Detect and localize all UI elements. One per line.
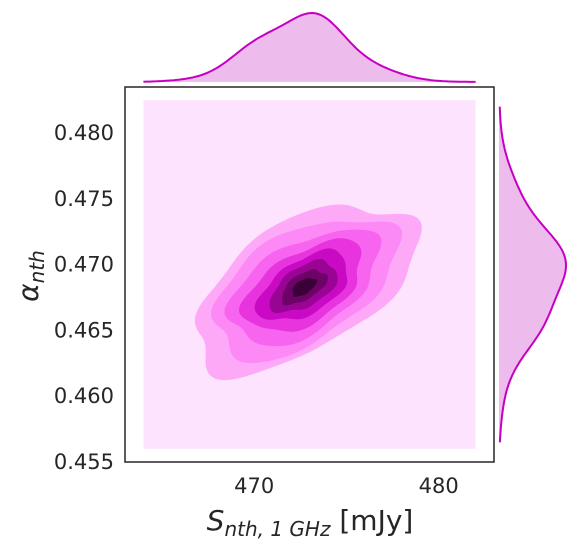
x-axis-label-unit: [mJy] [330, 504, 413, 537]
y-tick-label: 0.470 [54, 253, 114, 277]
y-axis-label-main: α [12, 283, 45, 302]
y-axis-label: αnth [12, 250, 49, 302]
plot-frame [124, 86, 495, 463]
x-axis-label: Snth, 1 GHz [mJy] [207, 504, 414, 541]
y-marginal-line [498, 106, 568, 443]
y-axis-ticks: 0.455 0.460 0.465 0.470 0.475 0.480 [54, 121, 114, 474]
kde-contour-layer [194, 204, 422, 381]
y-marginal-density [498, 106, 568, 443]
x-tick-label: 470 [234, 474, 274, 498]
x-axis-label-sub: nth, 1 GHz [224, 517, 331, 541]
y-tick-label: 0.455 [54, 450, 114, 474]
y-tick-label: 0.465 [54, 318, 114, 342]
kde-contour-level-8 [292, 277, 318, 297]
x-axis-ticks: 470 480 [234, 474, 459, 498]
x-tick-label: 480 [419, 474, 459, 498]
y-tick-label: 0.480 [54, 121, 114, 145]
y-tick-label: 0.475 [54, 187, 114, 211]
x-marginal-fill [143, 13, 476, 82]
x-axis-label-main: S [207, 504, 225, 537]
y-axis-label-sub: nth [25, 250, 49, 283]
y-marginal-fill [499, 106, 566, 443]
x-marginal-line [143, 11, 476, 83]
x-marginal-density [143, 11, 476, 83]
y-tick-label: 0.460 [54, 384, 114, 408]
